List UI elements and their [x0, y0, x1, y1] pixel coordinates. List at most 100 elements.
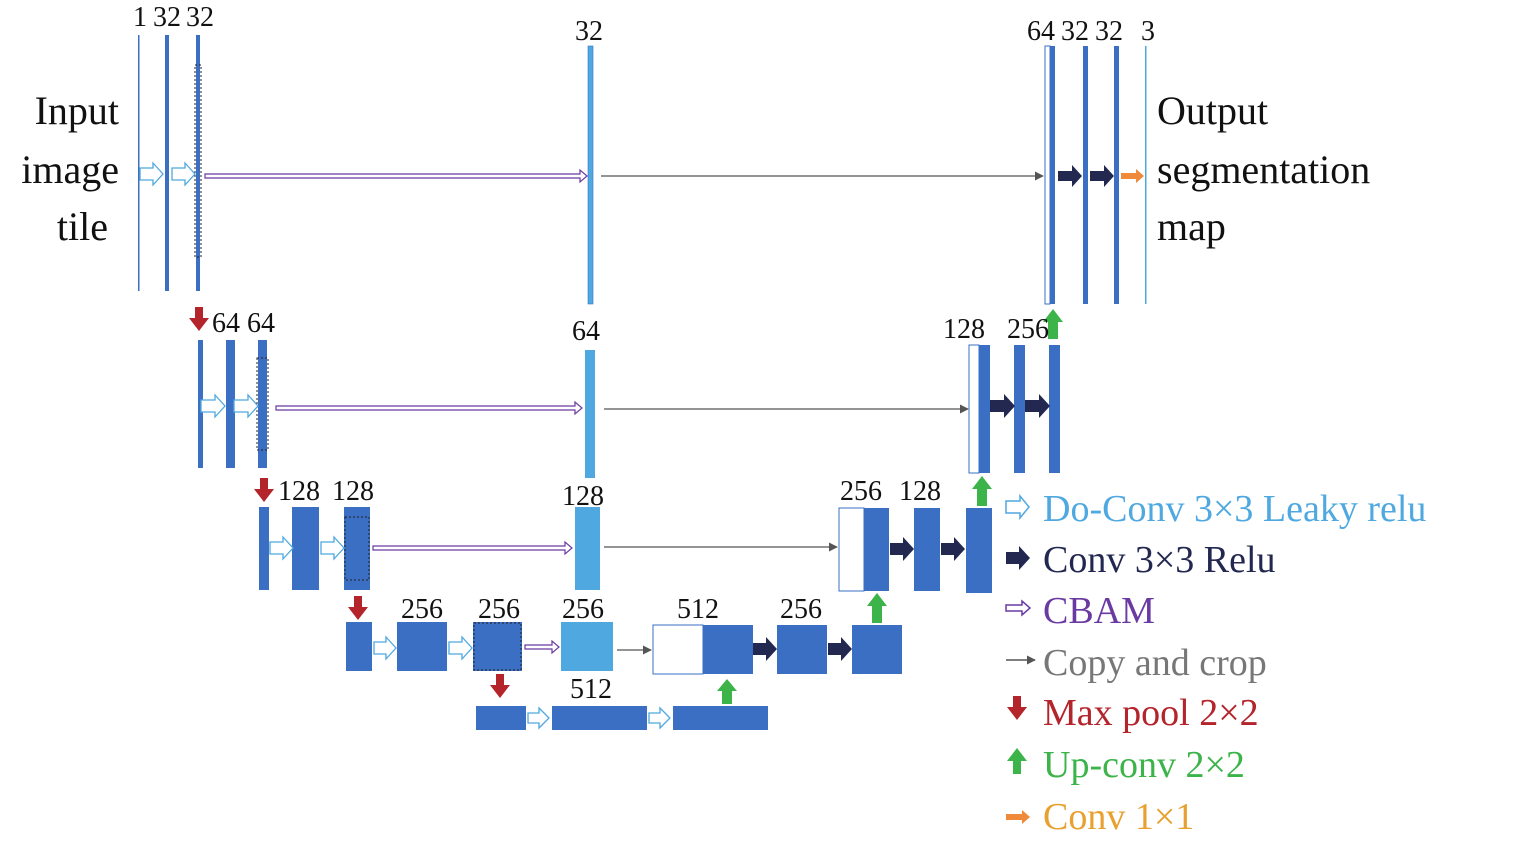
channel-label: 3: [1141, 16, 1155, 47]
level-5-bottleneck: [476, 674, 768, 730]
feature-map-l5-pool: [476, 706, 526, 730]
input-label-line-2: image: [21, 147, 119, 192]
doconv-arrow-icon: [320, 535, 345, 561]
cbam-outline-l3: [344, 516, 370, 581]
channel-label: 1: [133, 2, 147, 33]
upconv-arrow-icon: [867, 593, 887, 623]
legend-label-cbam: CBAM: [1043, 590, 1155, 632]
feature-map-l1-conv2: [196, 35, 200, 291]
channel-label: 64: [247, 308, 275, 339]
legend-label-doconv: Do-Conv 3×3 Leaky relu: [1043, 488, 1426, 530]
channel-labels: 1 32 32 32 64 32 32 3 64 64 64 128 256 1…: [133, 2, 1155, 705]
input-label-line-1: Input: [35, 88, 119, 133]
upconv-arrow-icon: [972, 476, 992, 506]
channel-label: 256: [562, 594, 604, 625]
level-4: [346, 593, 902, 675]
cbam-arrow-icon: [204, 168, 588, 184]
legend-maxpool-arrow-icon: [1007, 696, 1027, 720]
channel-label: 64: [212, 308, 240, 339]
feature-map-l2-concat-up: [979, 345, 990, 473]
feature-map-l4-concat-up: [703, 625, 753, 674]
channel-label: 256: [401, 594, 443, 625]
conv-relu-arrow-icon: [753, 637, 777, 661]
conv-relu-arrow-icon: [941, 537, 965, 561]
channel-label: 32: [1095, 16, 1123, 47]
output-label-line-1: Output: [1157, 88, 1268, 133]
feature-map-l4-concat-copy: [652, 624, 704, 675]
channel-label: 32: [1061, 16, 1089, 47]
channel-label: 256: [780, 594, 822, 625]
legend: Do-Conv 3×3 Leaky relu Conv 3×3 Relu CBA…: [1005, 488, 1426, 838]
channel-label: 256: [1007, 314, 1049, 345]
feature-map-l1-dec2: [1114, 46, 1119, 304]
legend-upconv-arrow-icon: [1007, 748, 1027, 774]
feature-map-l3-attention: [575, 507, 600, 590]
level-1: [138, 35, 1147, 305]
doconv-arrow-icon: [527, 706, 550, 730]
feature-map-l3-conv2: [344, 507, 370, 590]
feature-map-l3-concat-up: [864, 508, 889, 591]
conv-relu-arrow-icon: [890, 537, 914, 561]
channel-label: 64: [572, 316, 600, 347]
doconv-arrow-icon: [448, 635, 473, 661]
conv-relu-arrow-icon: [1025, 394, 1050, 418]
feature-map-l2-conv1: [226, 340, 235, 468]
channel-label: 32: [153, 2, 181, 33]
channel-label: 128: [278, 476, 320, 507]
upconv-arrow-icon: [717, 679, 737, 704]
cbam-outline-l1: [194, 64, 202, 258]
feature-map-l3-concat-copy: [838, 507, 865, 592]
feature-map-l1-conv1: [165, 35, 169, 291]
output-label-line-2: segmentation: [1157, 147, 1370, 192]
feature-map-l1-attention: [587, 45, 594, 305]
doconv-arrow-icon: [171, 161, 196, 187]
level-2: [189, 307, 1063, 478]
doconv-arrow-icon: [233, 393, 259, 419]
legend-label-upconv: Up-conv 2×2: [1043, 744, 1245, 786]
feature-map-l4-conv2: [473, 622, 522, 671]
maxpool-arrow-icon: [254, 478, 274, 502]
feature-map-l2-concat-copy: [968, 344, 980, 474]
channel-label: 128: [332, 476, 374, 507]
legend-cbam-arrow-icon: [1005, 599, 1032, 617]
feature-map-l3-pool: [259, 507, 269, 590]
feature-map-l4-conv1: [397, 622, 447, 671]
feature-map-l4-attention: [561, 622, 613, 671]
channel-label: 256: [840, 476, 882, 507]
feature-map-l2-conv2: [258, 340, 267, 468]
upconv-arrow-icon: [1043, 309, 1063, 339]
channel-label: 256: [478, 594, 520, 625]
feature-map-l1-output: [1145, 46, 1147, 304]
feature-map-l3-conv1: [292, 507, 319, 590]
input-image-tile-label: Input image tile: [21, 88, 119, 249]
conv-relu-arrow-icon: [1058, 165, 1082, 187]
feature-map-l4-dec1: [777, 625, 827, 674]
legend-conv-relu-arrow-icon: [1006, 546, 1030, 570]
feature-map-l3-dec1: [914, 508, 940, 591]
channel-label: 128: [899, 476, 941, 507]
legend-label-conv1x1: Conv 1×1: [1043, 796, 1194, 838]
maxpool-arrow-icon: [490, 674, 510, 698]
doconv-arrow-icon: [139, 161, 164, 187]
feature-map-l5-conv2: [673, 706, 768, 730]
output-segmentation-map-label: Output segmentation map: [1157, 88, 1370, 249]
channel-label: 512: [570, 674, 612, 705]
feature-map-l2-attention: [585, 350, 595, 478]
channel-label: 128: [562, 481, 604, 512]
cbam-arrow-icon: [275, 400, 583, 416]
feature-map-l3-dec2: [966, 508, 992, 593]
conv-relu-arrow-icon: [990, 394, 1015, 418]
legend-label-conv-relu: Conv 3×3 Relu: [1043, 539, 1276, 581]
cbam-outline-l4: [473, 622, 522, 671]
legend-conv1x1-arrow-icon: [1006, 810, 1030, 824]
legend-doconv-arrow-icon: [1005, 493, 1030, 521]
channel-label: 32: [186, 2, 214, 33]
maxpool-arrow-icon: [348, 596, 368, 620]
feature-map-l1-concat-up: [1050, 46, 1055, 304]
feature-map-l1-input: [138, 35, 140, 291]
doconv-arrow-icon: [648, 706, 671, 730]
cbam-arrow-icon: [524, 639, 560, 655]
legend-label-copy-crop: Copy and crop: [1043, 642, 1267, 684]
doconv-arrow-icon: [269, 535, 294, 561]
